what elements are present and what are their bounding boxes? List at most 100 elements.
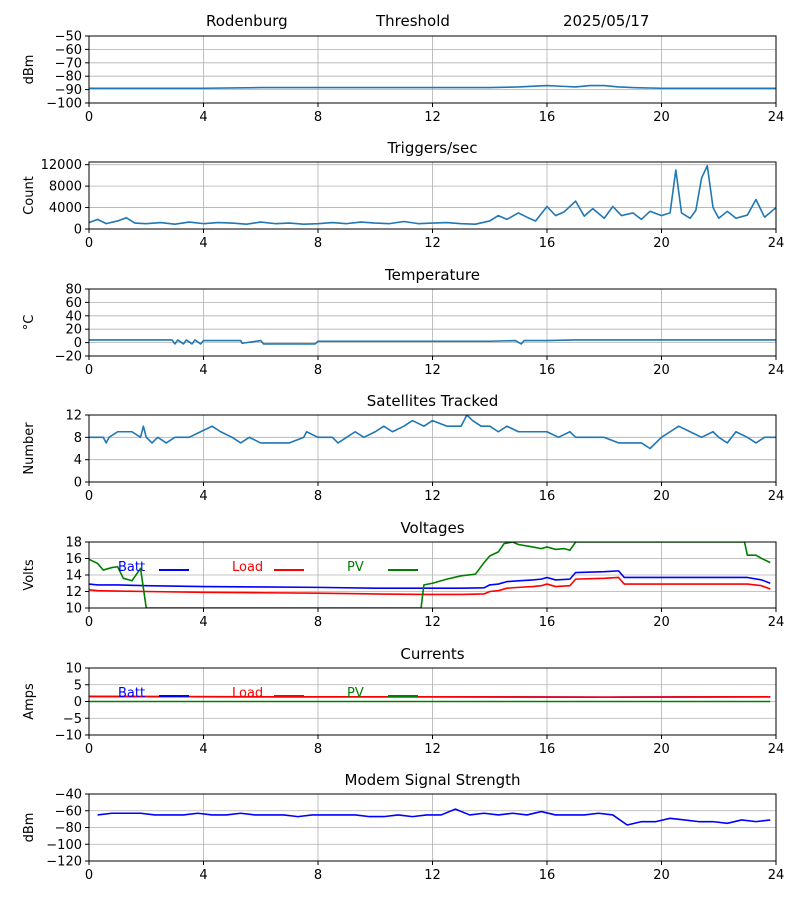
chart-header-station: Rodenburg (206, 12, 288, 30)
triggers-xtick-label: 0 (85, 236, 93, 251)
temperature-series-0-line (89, 339, 776, 345)
triggers-title: Triggers/sec (387, 139, 478, 157)
currents-xtick-label: 24 (768, 742, 785, 757)
currents-legend-label-pv: PV (347, 686, 364, 701)
voltages-ytick-label: 10 (65, 602, 82, 617)
voltages-legend-label-batt: Batt (118, 560, 145, 575)
voltages-xtick-label: 16 (539, 615, 556, 630)
satellites-ytick-label: 4 (74, 453, 82, 468)
modem-xtick-label: 12 (424, 868, 441, 883)
voltages-series-batt-line (89, 570, 771, 589)
voltages-ytick-label: 12 (65, 585, 82, 600)
chart-header-date: 2025/05/17 (563, 12, 650, 30)
voltages-title: Voltages (400, 519, 464, 537)
currents-legend-label-load: Load (232, 686, 263, 701)
noise-ytick-label: −100 (46, 97, 82, 112)
currents-series-load-line (89, 695, 771, 698)
noise-series-0-line (89, 84, 776, 90)
triggers-xtick-label: 24 (768, 236, 785, 251)
satellites-ytick-label: 8 (74, 431, 82, 446)
temperature-xtick-label: 12 (424, 363, 441, 378)
temperature-ytick-label: 60 (65, 296, 82, 311)
noise-panel: 0 4 8 12 16 20 24 −100−90−80−70−60−50 dBm (22, 30, 784, 126)
currents-ylabel: Amps (22, 683, 37, 720)
temperature-xtick-label: 20 (653, 363, 670, 378)
modem-ytick-label: −40 (55, 788, 82, 803)
noise-ytick-label: −80 (55, 70, 82, 85)
temperature-title: Temperature (384, 266, 480, 284)
currents-xtick-label: 16 (539, 742, 556, 757)
currents-ytick-label: 10 (65, 662, 82, 677)
satellites-ytick-label: 0 (74, 476, 82, 491)
modem-panel: 0 4 8 12 16 20 24 −120 −100 −80 −60−40 Modem Signal… (22, 771, 784, 883)
satellites-series-group (89, 415, 776, 450)
satellites-xtick-label: 4 (199, 489, 207, 504)
modem-xtick-label: 20 (653, 868, 670, 883)
currents-legend-label-batt: Batt (118, 686, 145, 701)
currents-series-group (89, 695, 771, 703)
voltages-xtick-label: 20 (653, 615, 670, 630)
temperature-ytick-label: 80 (65, 283, 82, 298)
modem-series-0-line (97, 808, 771, 826)
noise-xtick-label: 4 (199, 110, 207, 125)
modem-xtick-label: 24 (768, 868, 785, 883)
temperature-xtick-label: 4 (199, 363, 207, 378)
noise-series-group (89, 84, 776, 90)
triggers-ytick-label: 8000 (49, 180, 82, 195)
modem-ytick-label: −120 (46, 855, 82, 870)
voltages-xtick-label: 8 (314, 615, 322, 630)
voltages-xtick-label: 24 (768, 615, 785, 630)
noise-ytick-label: −60 (55, 43, 82, 58)
modem-xtick-label: 0 (85, 868, 93, 883)
noise-ytick-label: −90 (55, 83, 82, 98)
modem-series-group (97, 808, 771, 826)
voltages-xtick-label: 4 (199, 615, 207, 630)
satellites-xtick-label: 8 (314, 489, 322, 504)
temperature-xtick-label: 8 (314, 363, 322, 378)
voltages-ytick-label: 14 (65, 569, 82, 584)
modem-ytick-label: −100 (46, 838, 82, 853)
voltages-xtick-label: 12 (424, 615, 441, 630)
currents-ytick-label: −5 (63, 712, 82, 727)
triggers-ytick-label: 4000 (49, 201, 82, 216)
satellites-xtick-label: 0 (85, 489, 93, 504)
temperature-ytick-label: 0 (74, 336, 82, 351)
triggers-series-0-line (89, 164, 776, 225)
voltages-ytick-label: 18 (65, 536, 82, 551)
voltages-legend-label-load: Load (232, 560, 263, 575)
triggers-ytick-label: 12000 (41, 158, 82, 173)
currents-ytick-label: 0 (74, 695, 82, 710)
noise-ytick-label: −50 (55, 30, 82, 45)
noise-xtick-label: 12 (424, 110, 441, 125)
modem-ytick-label: −60 (55, 804, 82, 819)
satellites-xtick-label: 12 (424, 489, 441, 504)
temperature-ytick-label: 20 (65, 323, 82, 338)
triggers-xtick-label: 8 (314, 236, 322, 251)
currents-xtick-label: 0 (85, 742, 93, 757)
triggers-ytick-label: 0 (74, 223, 82, 238)
satellites-xtick-label: 24 (768, 489, 785, 504)
noise-xtick-label: 20 (653, 110, 670, 125)
voltages-xtick-label: 0 (85, 615, 93, 630)
chart-header-mode: Threshold (376, 12, 450, 30)
satellites-ylabel: Number (22, 422, 37, 475)
voltages-series-load-line (89, 576, 771, 596)
currents-title: Currents (400, 645, 464, 663)
modem-title: Modem Signal Strength (345, 771, 521, 789)
temperature-ytick-label: −20 (55, 350, 82, 365)
triggers-xtick-label: 16 (539, 236, 556, 251)
triggers-panel: 0 4 8 12 16 20 24 0 4000 8000 12000 Triggers/sec Cou… (22, 139, 784, 251)
modem-xtick-label: 4 (199, 868, 207, 883)
satellites-title: Satellites Tracked (367, 392, 498, 410)
temperature-ylabel: °C (22, 315, 37, 331)
modem-ylabel: dBm (22, 813, 37, 843)
voltages-series-pv-line (89, 542, 771, 608)
voltages-legend-label-pv: PV (347, 560, 364, 575)
triggers-xtick-label: 20 (653, 236, 670, 251)
temperature-series-group (89, 339, 776, 345)
temperature-xtick-label: 24 (768, 363, 785, 378)
